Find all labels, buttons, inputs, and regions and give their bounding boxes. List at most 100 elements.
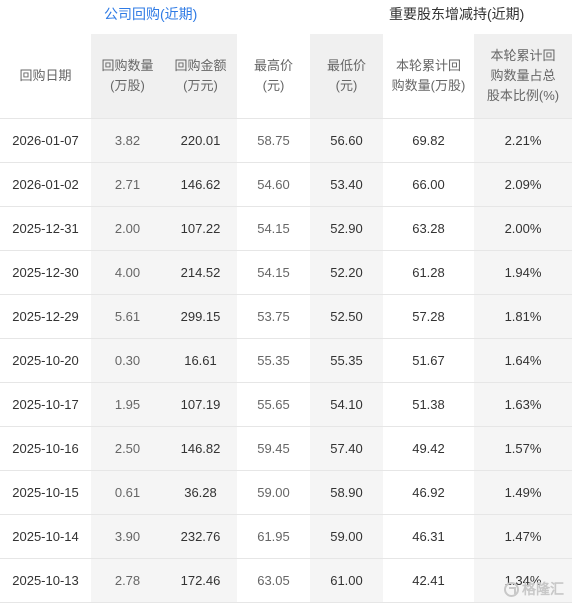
cell-buyback-amount: 172.46 bbox=[164, 558, 237, 603]
cell-low-price: 57.40 bbox=[310, 426, 383, 471]
watermark-text: 格隆汇 bbox=[522, 581, 564, 597]
header-cumulative-ratio-label: 本轮累计回 购数量占总 股本比例(%) bbox=[486, 48, 560, 103]
cell-date: 2025-10-17 bbox=[0, 382, 91, 427]
table-row: 2025-10-20 0.30 16.61 55.35 55.35 51.67 1.64% bbox=[0, 338, 572, 383]
cell-high-price: 54.15 bbox=[237, 206, 310, 251]
cell-date: 2026-01-02 bbox=[0, 162, 91, 207]
tab-bar: 公司回购(近期) 重要股东增减持(近期) bbox=[0, 0, 572, 31]
cell-date: 2025-10-13 bbox=[0, 558, 91, 603]
cell-buyback-amount: 16.61 bbox=[164, 338, 237, 383]
table-row: 2026-01-07 3.82 220.01 58.75 56.60 69.82 2.21% bbox=[0, 118, 572, 163]
cell-buyback-amount: 299.15 bbox=[164, 294, 237, 339]
cell-low-price: 55.35 bbox=[310, 338, 383, 383]
table-row: 2025-10-15 0.61 36.28 59.00 58.90 46.92 1.49% bbox=[0, 470, 572, 515]
cell-cumulative-ratio: 2.00% bbox=[474, 206, 572, 251]
cell-low-price: 61.00 bbox=[310, 558, 383, 603]
cell-buyback-amount: 232.76 bbox=[164, 514, 237, 559]
cell-cumulative-ratio: 1.94% bbox=[474, 250, 572, 295]
header-cumulative-qty: 本轮累计回 购数量(万股) bbox=[383, 34, 474, 119]
cell-buyback-qty: 2.71 bbox=[91, 162, 164, 207]
cell-cumulative-ratio: 1.64% bbox=[474, 338, 572, 383]
cell-cumulative-qty: 69.82 bbox=[383, 118, 474, 163]
table-row: 2025-10-16 2.50 146.82 59.45 57.40 49.42 1.57% bbox=[0, 426, 572, 471]
tab-major-shareholder[interactable]: 重要股东增减持(近期) bbox=[389, 6, 525, 22]
header-low-price: 最低价 (元) bbox=[310, 34, 383, 119]
cell-date: 2025-10-15 bbox=[0, 470, 91, 515]
cell-date: 2025-12-31 bbox=[0, 206, 91, 251]
cell-buyback-amount: 107.19 bbox=[164, 382, 237, 427]
cell-buyback-qty: 1.95 bbox=[91, 382, 164, 427]
table-row: 2025-10-17 1.95 107.19 55.65 54.10 51.38 1.63% bbox=[0, 382, 572, 427]
buyback-table: 回购日期 回购数量 (万股) 回购金额 (万元) 最高价 (元) 最低价 (元) 本轮累计… bbox=[0, 34, 572, 603]
cell-cumulative-ratio: 1.57% bbox=[474, 426, 572, 471]
cell-buyback-qty: 2.78 bbox=[91, 558, 164, 603]
cell-high-price: 63.05 bbox=[237, 558, 310, 603]
header-row: 回购日期 回购数量 (万股) 回购金额 (万元) 最高价 (元) 最低价 (元) 本轮累计… bbox=[0, 34, 572, 119]
cell-buyback-amount: 107.22 bbox=[164, 206, 237, 251]
cell-high-price: 55.35 bbox=[237, 338, 310, 383]
cell-low-price: 58.90 bbox=[310, 470, 383, 515]
cell-low-price: 53.40 bbox=[310, 162, 383, 207]
cell-buyback-qty: 2.00 bbox=[91, 206, 164, 251]
cell-buyback-qty: 4.00 bbox=[91, 250, 164, 295]
cell-buyback-amount: 146.62 bbox=[164, 162, 237, 207]
header-date-label: 回购日期 bbox=[19, 68, 72, 83]
cell-date: 2025-10-20 bbox=[0, 338, 91, 383]
header-cumulative-qty-label: 本轮累计回 购数量(万股) bbox=[391, 58, 466, 93]
header-high-price-label: 最高价 (元) bbox=[253, 58, 293, 93]
watermark: 格隆汇 bbox=[504, 579, 564, 599]
cell-high-price: 59.00 bbox=[237, 470, 310, 515]
table-header: 回购日期 回购数量 (万股) 回购金额 (万元) 最高价 (元) 最低价 (元) 本轮累计… bbox=[0, 34, 572, 119]
table-row: 2025-10-13 2.78 172.46 63.05 61.00 42.41 1.34% bbox=[0, 558, 572, 603]
cell-cumulative-ratio: 1.81% bbox=[474, 294, 572, 339]
cell-date: 2026-01-07 bbox=[0, 118, 91, 163]
header-low-price-label: 最低价 (元) bbox=[326, 58, 366, 93]
cell-buyback-qty: 0.61 bbox=[91, 470, 164, 515]
cell-cumulative-ratio: 1.63% bbox=[474, 382, 572, 427]
cell-buyback-qty: 3.90 bbox=[91, 514, 164, 559]
cell-cumulative-ratio: 1.49% bbox=[474, 470, 572, 515]
header-cumulative-ratio: 本轮累计回 购数量占总 股本比例(%) bbox=[474, 34, 572, 119]
cell-cumulative-qty: 66.00 bbox=[383, 162, 474, 207]
cell-date: 2025-12-30 bbox=[0, 250, 91, 295]
cell-cumulative-qty: 51.38 bbox=[383, 382, 474, 427]
cell-cumulative-qty: 61.28 bbox=[383, 250, 474, 295]
cell-cumulative-ratio: 1.47% bbox=[474, 514, 572, 559]
cell-high-price: 54.60 bbox=[237, 162, 310, 207]
cell-buyback-amount: 146.82 bbox=[164, 426, 237, 471]
table-row: 2025-12-29 5.61 299.15 53.75 52.50 57.28 1.81% bbox=[0, 294, 572, 339]
cell-cumulative-qty: 57.28 bbox=[383, 294, 474, 339]
cell-high-price: 54.15 bbox=[237, 250, 310, 295]
cell-cumulative-ratio: 2.09% bbox=[474, 162, 572, 207]
cell-cumulative-qty: 46.92 bbox=[383, 470, 474, 515]
cell-date: 2025-10-14 bbox=[0, 514, 91, 559]
cell-date: 2025-10-16 bbox=[0, 426, 91, 471]
cell-high-price: 61.95 bbox=[237, 514, 310, 559]
table-row: 2025-12-30 4.00 214.52 54.15 52.20 61.28 1.94% bbox=[0, 250, 572, 295]
header-buyback-amount: 回购金额 (万元) bbox=[164, 34, 237, 119]
cell-buyback-amount: 36.28 bbox=[164, 470, 237, 515]
cell-low-price: 52.50 bbox=[310, 294, 383, 339]
cell-cumulative-ratio: 1.34% bbox=[474, 558, 572, 603]
cell-buyback-qty: 5.61 bbox=[91, 294, 164, 339]
cell-cumulative-qty: 49.42 bbox=[383, 426, 474, 471]
cell-buyback-amount: 214.52 bbox=[164, 250, 237, 295]
gelonghui-logo-icon bbox=[504, 581, 519, 597]
header-buyback-amount-label: 回购金额 (万元) bbox=[174, 58, 227, 93]
header-buyback-qty: 回购数量 (万股) bbox=[91, 34, 164, 119]
header-high-price: 最高价 (元) bbox=[237, 34, 310, 119]
cell-high-price: 53.75 bbox=[237, 294, 310, 339]
cell-low-price: 52.90 bbox=[310, 206, 383, 251]
cell-cumulative-qty: 63.28 bbox=[383, 206, 474, 251]
table-row: 2025-12-31 2.00 107.22 54.15 52.90 63.28 2.00% bbox=[0, 206, 572, 251]
cell-buyback-qty: 3.82 bbox=[91, 118, 164, 163]
cell-date: 2025-12-29 bbox=[0, 294, 91, 339]
cell-low-price: 56.60 bbox=[310, 118, 383, 163]
table-body: 2026-01-07 3.82 220.01 58.75 56.60 69.82 2.21%… bbox=[0, 118, 572, 603]
cell-low-price: 59.00 bbox=[310, 514, 383, 559]
cell-high-price: 58.75 bbox=[237, 118, 310, 163]
table-row: 2025-10-14 3.90 232.76 61.95 59.00 46.31 1.47% bbox=[0, 514, 572, 559]
header-date: 回购日期 bbox=[0, 34, 91, 119]
tab-company-buyback[interactable]: 公司回购(近期) bbox=[104, 6, 198, 22]
cell-buyback-amount: 220.01 bbox=[164, 118, 237, 163]
